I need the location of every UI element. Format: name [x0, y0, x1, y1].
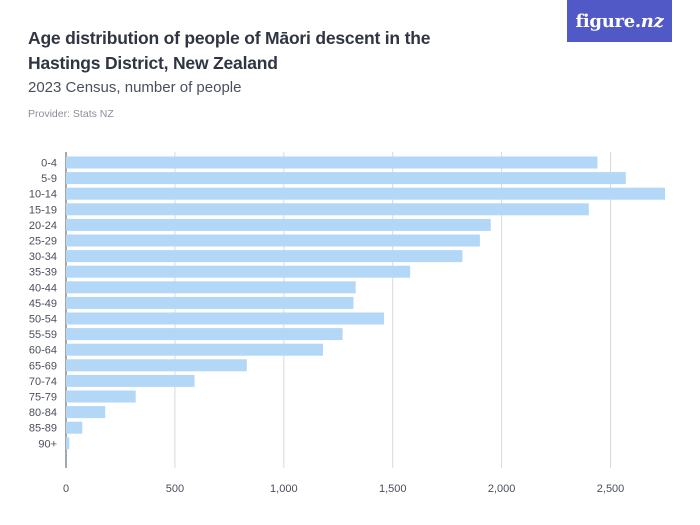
- bar[interactable]: [66, 234, 480, 247]
- chart-title: Age distribution of people of Māori desc…: [28, 28, 431, 73]
- x-tick-label: 500: [166, 483, 184, 495]
- category-label: 30-34: [29, 251, 57, 263]
- bar[interactable]: [66, 406, 106, 419]
- category-label: 55-59: [29, 329, 57, 341]
- bar[interactable]: [66, 328, 343, 341]
- bar[interactable]: [66, 218, 491, 231]
- x-tick-label: 2,500: [597, 483, 625, 495]
- category-label: 85-89: [29, 423, 57, 435]
- x-tick-label: 1,000: [270, 483, 298, 495]
- bar[interactable]: [66, 296, 354, 309]
- figure-nz-logo[interactable]: figure.nz: [567, 0, 672, 42]
- logo-ext: .nz: [634, 10, 664, 32]
- category-label: 90+: [38, 438, 57, 450]
- bar[interactable]: [66, 374, 195, 387]
- bar[interactable]: [66, 250, 463, 263]
- bar[interactable]: [66, 172, 626, 185]
- bars: [66, 156, 665, 450]
- bar[interactable]: [66, 437, 70, 450]
- category-labels: 0-4 5-9 10-14 15-19 20-24 25-29 30-34 35-39 40-4…: [29, 158, 57, 451]
- bar[interactable]: [66, 187, 665, 200]
- category-label: 60-64: [29, 345, 57, 357]
- bar[interactable]: [66, 265, 411, 278]
- logo-brand: figure: [575, 10, 635, 32]
- category-label: 50-54: [29, 314, 57, 326]
- category-label: 45-49: [29, 298, 57, 310]
- x-tick-label: 1,500: [379, 483, 407, 495]
- category-label: 40-44: [29, 282, 57, 294]
- category-label: 0-4: [41, 158, 57, 170]
- provider-note: Provider: Stats NZ: [28, 108, 114, 120]
- bar[interactable]: [66, 359, 247, 372]
- category-label: 65-69: [29, 360, 57, 372]
- bar[interactable]: [66, 343, 324, 356]
- category-label: 25-29: [29, 236, 57, 248]
- category-label: 20-24: [29, 220, 57, 232]
- category-label: 35-39: [29, 267, 57, 279]
- bar[interactable]: [66, 312, 385, 325]
- bar[interactable]: [66, 281, 356, 294]
- chart-subtitle: 2023 Census, number of people: [28, 79, 242, 96]
- category-label: 15-19: [29, 204, 57, 216]
- category-label: 75-79: [29, 392, 57, 404]
- x-tick-label: 0: [63, 483, 69, 495]
- x-tick-label: 2,000: [488, 483, 516, 495]
- bar[interactable]: [66, 421, 83, 434]
- category-label: 70-74: [29, 376, 57, 388]
- bar[interactable]: [66, 390, 136, 403]
- category-label: 80-84: [29, 407, 57, 419]
- category-label: 10-14: [29, 189, 57, 201]
- bar[interactable]: [66, 156, 598, 169]
- x-axis-ticks: 0 500 1,000 1,500 2,000 2,500: [63, 483, 624, 495]
- logo-text: figure.nz: [575, 11, 663, 32]
- bar[interactable]: [66, 203, 589, 216]
- category-label: 5-9: [41, 173, 57, 185]
